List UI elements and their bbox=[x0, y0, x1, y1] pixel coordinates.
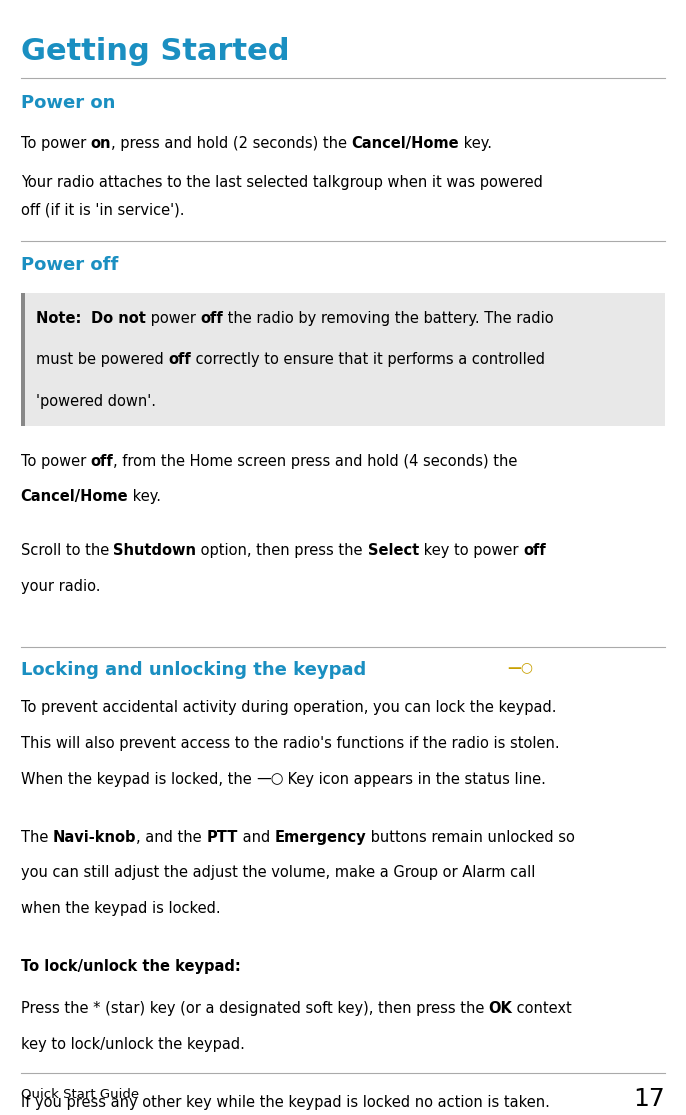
Text: on: on bbox=[91, 136, 111, 151]
Text: key.: key. bbox=[128, 489, 161, 504]
Text: off (if it is 'in service').: off (if it is 'in service'). bbox=[21, 203, 184, 217]
Text: Scroll to the: Scroll to the bbox=[21, 543, 113, 558]
Text: 17: 17 bbox=[634, 1087, 665, 1112]
Text: —○: —○ bbox=[256, 772, 283, 786]
Text: Do not: Do not bbox=[91, 311, 146, 326]
Text: option, then press the: option, then press the bbox=[196, 543, 368, 558]
Text: Power off: Power off bbox=[21, 256, 118, 274]
Text: Key icon appears in the status line.: Key icon appears in the status line. bbox=[283, 772, 546, 786]
Text: context: context bbox=[512, 1001, 572, 1016]
Text: your radio.: your radio. bbox=[21, 579, 100, 593]
Text: To power: To power bbox=[21, 454, 91, 468]
Text: Note:: Note: bbox=[36, 311, 91, 326]
Text: buttons remain unlocked so: buttons remain unlocked so bbox=[366, 830, 575, 844]
Text: key to lock/unlock the keypad.: key to lock/unlock the keypad. bbox=[21, 1037, 244, 1051]
Bar bbox=[21, 293, 25, 426]
Text: When the keypad is locked, the: When the keypad is locked, the bbox=[21, 772, 256, 786]
Text: you can still adjust the adjust the volume, make a Group or Alarm call: you can still adjust the adjust the volu… bbox=[21, 865, 535, 880]
Text: , from the Home screen press and hold (4 seconds) the: , from the Home screen press and hold (4… bbox=[113, 454, 517, 468]
Text: 'powered down'.: 'powered down'. bbox=[36, 394, 156, 408]
Text: Locking and unlocking the keypad: Locking and unlocking the keypad bbox=[21, 661, 366, 679]
Text: OK: OK bbox=[488, 1001, 512, 1016]
Text: Power on: Power on bbox=[21, 94, 115, 112]
Text: PTT: PTT bbox=[206, 830, 238, 844]
Text: Getting Started: Getting Started bbox=[21, 37, 289, 66]
Text: , and the: , and the bbox=[136, 830, 206, 844]
Text: To prevent accidental activity during operation, you can lock the keypad.: To prevent accidental activity during op… bbox=[21, 700, 556, 715]
Text: If you press any other key while the keypad is locked no action is taken.: If you press any other key while the key… bbox=[21, 1095, 549, 1109]
Text: The: The bbox=[21, 830, 53, 844]
Text: must be powered: must be powered bbox=[36, 352, 168, 367]
Text: —○: —○ bbox=[508, 660, 534, 675]
Text: To lock/unlock the keypad:: To lock/unlock the keypad: bbox=[21, 959, 240, 973]
Text: Select: Select bbox=[368, 543, 419, 558]
Text: off: off bbox=[91, 454, 113, 468]
Text: Press the * (star) key (or a designated soft key), then press the: Press the * (star) key (or a designated … bbox=[21, 1001, 488, 1016]
Text: and: and bbox=[238, 830, 274, 844]
Text: the radio by removing the battery. The radio: the radio by removing the battery. The r… bbox=[224, 311, 554, 326]
Text: Emergency: Emergency bbox=[274, 830, 366, 844]
Text: when the keypad is locked.: when the keypad is locked. bbox=[21, 901, 220, 915]
Text: , press and hold (2 seconds) the: , press and hold (2 seconds) the bbox=[111, 136, 352, 151]
Text: power: power bbox=[146, 311, 201, 326]
Text: Cancel/Home: Cancel/Home bbox=[352, 136, 459, 151]
Text: To power: To power bbox=[21, 136, 91, 151]
Text: off: off bbox=[523, 543, 545, 558]
Text: off: off bbox=[201, 311, 224, 326]
Text: Quick Start Guide: Quick Start Guide bbox=[21, 1087, 139, 1101]
Text: off: off bbox=[168, 352, 191, 367]
Text: Your radio attaches to the last selected talkgroup when it was powered: Your radio attaches to the last selected… bbox=[21, 175, 543, 190]
Bar bbox=[21, 293, 665, 426]
Text: Navi-knob: Navi-knob bbox=[53, 830, 136, 844]
Text: key to power: key to power bbox=[419, 543, 523, 558]
Text: key.: key. bbox=[459, 136, 492, 151]
Text: Shutdown: Shutdown bbox=[113, 543, 196, 558]
Text: Cancel/Home: Cancel/Home bbox=[21, 489, 128, 504]
Text: correctly to ensure that it performs a controlled: correctly to ensure that it performs a c… bbox=[191, 352, 545, 367]
Text: This will also prevent access to the radio's functions if the radio is stolen.: This will also prevent access to the rad… bbox=[21, 736, 559, 750]
